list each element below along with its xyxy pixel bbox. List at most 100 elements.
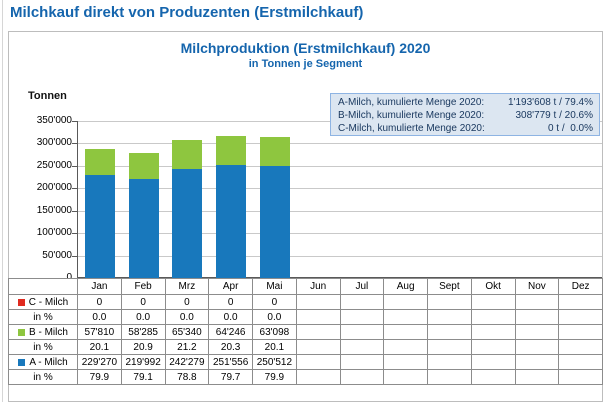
value-cell: 57'810	[77, 324, 122, 340]
month-header: Feb	[120, 278, 166, 295]
bar-segment-b-milch-feb	[128, 153, 159, 180]
value-cell	[470, 294, 516, 310]
value-cell	[470, 324, 516, 340]
y-tick-label: 0	[6, 273, 72, 283]
bar-segment-a-milch-mrz	[172, 169, 203, 278]
bar-segment-a-milch-apr	[216, 165, 247, 278]
value-cell: 0.0	[120, 309, 166, 325]
value-cell: 0.0	[208, 309, 253, 325]
table-row: B - Milch 57'810 58'285 65'340 64'246 63'098	[8, 324, 603, 340]
y-tick-label: 100'000	[36, 227, 72, 239]
y-tick-mark	[72, 255, 77, 257]
month-header: Sept	[427, 278, 472, 295]
summary-label: C-Milch, kumulierte Menge 2020:	[338, 123, 485, 134]
month-header: Apr	[208, 278, 253, 295]
value-cell	[427, 369, 472, 385]
plot-area	[77, 121, 602, 278]
value-cell	[558, 294, 603, 310]
value-cell: 79.9	[252, 369, 297, 385]
page-title: Milchkauf direkt von Produzenten (Erstmi…	[10, 4, 364, 21]
value-cell	[295, 369, 341, 385]
month-header: Mrz	[164, 278, 210, 295]
value-cell	[470, 309, 516, 325]
value-cell	[295, 339, 341, 355]
row-label-cell: in %	[8, 309, 78, 325]
chart-subtitle: in Tonnen je Segment	[248, 58, 363, 70]
value-cell	[514, 339, 560, 355]
value-cell	[558, 354, 603, 370]
month-header: Okt	[470, 278, 516, 295]
value-cell: 78.8	[164, 369, 210, 385]
value-cell: 0.0	[252, 309, 297, 325]
month-header: Aug	[383, 278, 428, 295]
bar-segment-a-milch-mai	[259, 165, 290, 278]
value-cell: 65'340	[164, 324, 210, 340]
value-cell	[514, 294, 560, 310]
summary-row: B-Milch, kumulierte Menge 2020: 308'779 …	[338, 109, 593, 122]
y-tick-mark	[72, 143, 77, 145]
value-cell	[295, 309, 341, 325]
y-tick-mark	[72, 210, 77, 212]
summary-value: 0 t / 0.0%	[547, 123, 593, 134]
gridline	[78, 143, 602, 145]
value-cell: 0	[77, 294, 122, 310]
value-cell	[295, 354, 341, 370]
value-cell: 219'992	[120, 354, 166, 370]
value-cell	[558, 339, 603, 355]
value-cell: 0.0	[164, 309, 210, 325]
bar-segment-a-milch-jan	[84, 175, 115, 278]
data-table: Jan Feb Mrz Apr Mai Jun Jul Aug Sept Okt Nov Dez C -…	[8, 278, 603, 385]
value-cell: 64'246	[208, 324, 253, 340]
y-tick-mark	[72, 165, 77, 167]
value-cell	[383, 339, 428, 355]
bar-segment-b-milch-jan	[84, 149, 115, 176]
table-row: in % 20.1 20.9 21.2 20.3 20.1	[8, 339, 603, 355]
value-cell	[514, 309, 560, 325]
row-label-cell: in %	[8, 369, 78, 385]
y-tick-label: 250'000	[36, 159, 72, 171]
month-header: Nov	[514, 278, 560, 295]
summary-box: A-Milch, kumulierte Menge 2020: 1'193'60…	[330, 93, 600, 136]
value-cell	[427, 339, 472, 355]
bar-segment-b-milch-mrz	[172, 140, 203, 170]
value-cell	[558, 369, 603, 385]
bar-segment-b-milch-apr	[216, 136, 247, 166]
month-header: Jan	[77, 278, 122, 295]
summary-value: 1'193'608 t / 79.4%	[508, 97, 593, 108]
table-row: in % 79.9 79.1 78.8 79.7 79.9	[8, 369, 603, 385]
value-cell	[339, 339, 385, 355]
value-cell	[383, 354, 428, 370]
month-header: Mai	[252, 278, 297, 295]
value-cell: 20.1	[77, 339, 122, 355]
y-tick-mark	[72, 233, 77, 235]
value-cell	[514, 369, 560, 385]
bar-segment-b-milch-mai	[259, 137, 290, 166]
window-edge	[2, 0, 3, 402]
value-cell	[339, 324, 385, 340]
value-cell	[427, 294, 472, 310]
y-tick-label: 300'000	[36, 137, 72, 149]
value-cell	[383, 309, 428, 325]
value-cell	[383, 369, 428, 385]
table-corner	[8, 278, 78, 295]
value-cell	[470, 339, 516, 355]
value-cell	[383, 324, 428, 340]
value-cell	[339, 354, 385, 370]
value-cell	[339, 309, 385, 325]
value-cell: 79.9	[77, 369, 122, 385]
gridline	[78, 188, 602, 190]
value-cell	[558, 309, 603, 325]
summary-label: B-Milch, kumulierte Menge 2020:	[338, 110, 485, 121]
y-axis-title: Tonnen	[28, 90, 67, 102]
value-cell	[558, 324, 603, 340]
table-row: A - Milch 229'270 219'992 242'279 251'556 250…	[8, 354, 603, 370]
value-cell: 229'270	[77, 354, 122, 370]
month-header: Jul	[339, 278, 385, 295]
value-cell: 21.2	[164, 339, 210, 355]
summary-row: A-Milch, kumulierte Menge 2020: 1'193'60…	[338, 96, 593, 109]
gridline	[78, 255, 602, 257]
row-label-cell: in %	[8, 339, 78, 355]
value-cell: 79.7	[208, 369, 253, 385]
y-tick-mark	[72, 121, 77, 122]
